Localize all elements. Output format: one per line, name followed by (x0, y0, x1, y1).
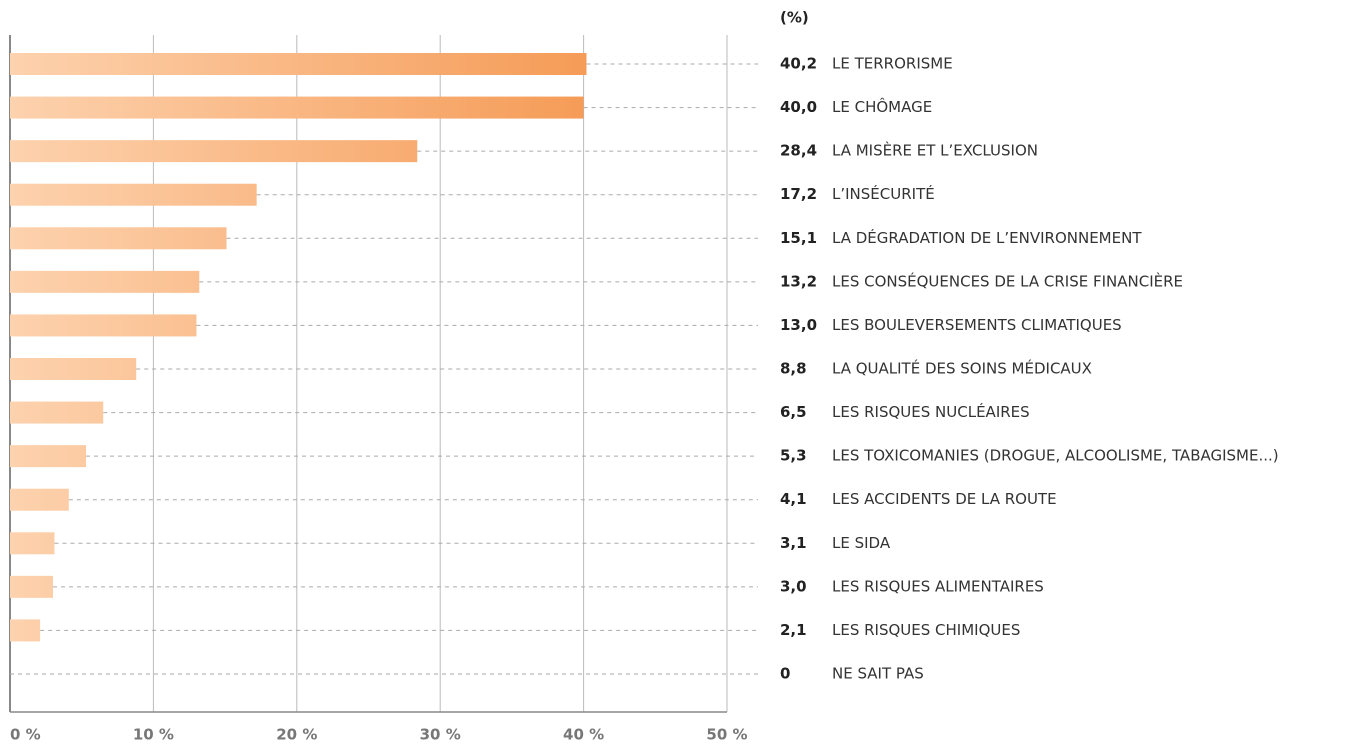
category-label: LES RISQUES ALIMENTAIRES (832, 577, 1044, 595)
value-label: 3,0 (780, 577, 807, 595)
value-label: 2,1 (780, 621, 807, 639)
category-label: L’INSÉCURITÉ (832, 184, 935, 203)
category-label: LA QUALITÉ DES SOINS MÉDICAUX (832, 359, 1092, 378)
value-label: 0 (780, 665, 790, 683)
bar (10, 183, 257, 206)
value-label: 6,5 (780, 403, 807, 421)
x-tick-label: 20 % (276, 726, 317, 744)
value-label: 13,0 (780, 316, 817, 334)
bar (10, 532, 55, 555)
category-label: LE TERRORISME (832, 55, 953, 73)
bar (10, 575, 54, 598)
unit-label: (%) (780, 9, 809, 27)
value-label: 28,4 (780, 142, 817, 160)
category-label: LES CONSÉQUENCES DE LA CRISE FINANCIÈRE (832, 271, 1183, 290)
category-label: LA MISÈRE ET L’EXCLUSION (832, 141, 1038, 160)
value-label: 40,0 (780, 98, 817, 116)
value-label: 15,1 (780, 229, 817, 247)
category-label: LE CHÔMAGE (832, 97, 932, 116)
category-label: LES RISQUES NUCLÉAIRES (832, 402, 1030, 421)
category-label: LA DÉGRADATION DE L’ENVIRONNEMENT (832, 228, 1142, 247)
bar (10, 53, 587, 75)
bar (10, 445, 87, 468)
category-label: NE SAIT PAS (832, 665, 924, 683)
value-label: 13,2 (780, 272, 817, 290)
x-tick-label: 40 % (563, 726, 604, 744)
value-label: 40,2 (780, 55, 817, 73)
bar (10, 488, 69, 511)
category-label: LES ACCIDENTS DE LA ROUTE (832, 490, 1057, 508)
bar (10, 140, 418, 163)
bar (10, 314, 197, 337)
category-label: LE SIDA (832, 534, 891, 552)
bar (10, 227, 227, 250)
bar (10, 96, 584, 119)
bar (10, 619, 41, 642)
value-label: 3,1 (780, 534, 807, 552)
value-label: 17,2 (780, 185, 817, 203)
x-tick-label: 50 % (706, 726, 747, 744)
bar (10, 270, 200, 293)
value-label: 4,1 (780, 490, 807, 508)
category-label: LES BOULEVERSEMENTS CLIMATIQUES (832, 316, 1122, 334)
x-tick-label: 10 % (133, 726, 174, 744)
category-label: LES TOXICOMANIES (DROGUE, ALCOOLISME, TA… (832, 447, 1279, 465)
bar (10, 401, 104, 424)
bar (10, 358, 137, 380)
category-label: LES RISQUES CHIMIQUES (832, 621, 1020, 639)
x-tick-label: 30 % (420, 726, 461, 744)
value-label: 5,3 (780, 447, 807, 465)
x-tick-label: 0 % (10, 726, 41, 744)
value-label: 8,8 (780, 360, 807, 378)
